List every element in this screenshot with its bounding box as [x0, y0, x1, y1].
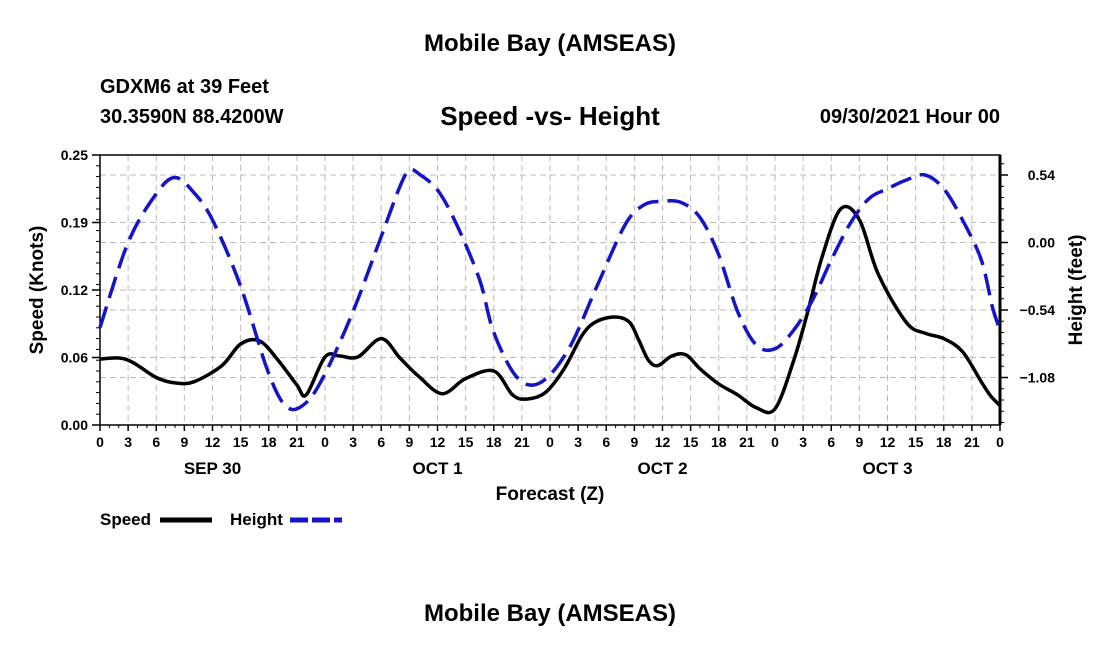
- x-axis-tick-label: 9: [630, 434, 638, 450]
- x-axis-day-label: OCT 3: [862, 459, 912, 478]
- x-axis-tick-label: 12: [430, 434, 446, 450]
- x-axis-title: Forecast (Z): [496, 484, 605, 505]
- footer-title: Mobile Bay (AMSEAS): [423, 600, 677, 627]
- right-axis-tick-label: −0.54: [1020, 302, 1056, 318]
- station-label: GDXM6 at 39 Feet: [100, 76, 269, 98]
- left-axis-tick-label: 0.12: [61, 282, 88, 298]
- x-axis-tick-label: 9: [855, 434, 863, 450]
- left-axis-tick-label: 0.00: [61, 417, 88, 433]
- x-axis-tick-label: 21: [289, 434, 305, 450]
- x-axis-tick-label: 12: [655, 434, 671, 450]
- left-axis-tick-label: 0.25: [61, 147, 88, 163]
- x-axis-day-label: OCT 2: [637, 459, 687, 478]
- issued-datetime: 09/30/2021 Hour 00: [819, 106, 1000, 128]
- x-axis-tick-label: 0: [321, 434, 329, 450]
- x-axis-tick-label: 18: [261, 434, 277, 450]
- right-axis-title: Height (feet): [1066, 235, 1087, 346]
- x-axis-tick-label: 9: [405, 434, 413, 450]
- x-axis-tick-label: 18: [486, 434, 502, 450]
- left-axis-tick-label: 0.06: [61, 350, 88, 366]
- x-axis-tick-label: 0: [996, 434, 1004, 450]
- x-axis-tick-label: 3: [799, 434, 807, 450]
- station-coordinates: 30.3590N 88.4200W: [100, 106, 284, 128]
- x-axis-tick-label: 15: [683, 434, 699, 450]
- x-axis-tick-label: 0: [546, 434, 554, 450]
- right-axis-tick-label: 0.54: [1028, 167, 1055, 183]
- x-axis-tick-label: 6: [152, 434, 160, 450]
- x-axis-day-label: SEP 30: [184, 459, 241, 478]
- x-axis-tick-label: 0: [96, 434, 104, 450]
- x-axis-tick-label: 3: [574, 434, 582, 450]
- x-axis-tick-label: 21: [964, 434, 980, 450]
- x-axis-day-label: OCT 1: [412, 459, 462, 478]
- x-axis-tick-label: 6: [827, 434, 835, 450]
- speed-series-line: [99, 204, 1002, 415]
- x-axis-tick-label: 15: [233, 434, 249, 450]
- x-axis-tick-label: 18: [936, 434, 952, 450]
- chart-title: Speed -vs- Height: [440, 101, 660, 131]
- right-axis-tick-label: 0.00: [1028, 235, 1055, 251]
- left-axis-title: Speed (Knots): [27, 226, 48, 355]
- x-axis-tick-label: 0: [771, 434, 779, 450]
- x-axis-tick-label: 9: [180, 434, 188, 450]
- x-axis-tick-label: 3: [124, 434, 132, 450]
- legend-speed-label: Speed: [100, 510, 151, 529]
- x-axis-tick-label: 12: [205, 434, 221, 450]
- x-axis-tick-label: 21: [514, 434, 530, 450]
- height-series-line: [98, 167, 1002, 412]
- x-axis-tick-label: 6: [602, 434, 610, 450]
- x-axis-tick-label: 21: [739, 434, 755, 450]
- x-axis-tick-label: 15: [908, 434, 924, 450]
- x-axis-tick-label: 12: [880, 434, 896, 450]
- x-axis-tick-label: 3: [349, 434, 357, 450]
- x-axis-tick-label: 18: [711, 434, 727, 450]
- page-title: Mobile Bay (AMSEAS): [423, 30, 677, 57]
- x-axis-tick-label: 6: [377, 434, 385, 450]
- left-axis-tick-label: 0.19: [61, 215, 88, 231]
- x-axis-tick-label: 15: [458, 434, 474, 450]
- right-axis-tick-label: −1.08: [1020, 370, 1056, 386]
- legend-height-label: Height: [230, 510, 283, 529]
